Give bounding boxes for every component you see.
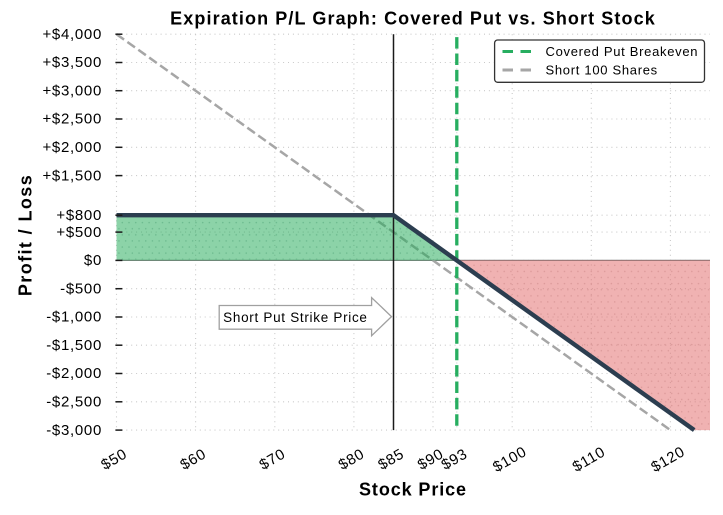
svg-text:+$2,000: +$2,000 <box>42 139 102 156</box>
svg-text:Covered Put Breakeven: Covered Put Breakeven <box>546 44 699 59</box>
svg-text:-$1,500: -$1,500 <box>46 337 102 354</box>
svg-text:-$1,000: -$1,000 <box>46 309 102 326</box>
svg-text:Short Put Strike Price: Short Put Strike Price <box>223 310 367 325</box>
svg-text:-$3,000: -$3,000 <box>46 422 102 439</box>
svg-text:$0: $0 <box>84 252 102 269</box>
svg-text:Stock Price: Stock Price <box>359 480 467 500</box>
svg-text:+$2,500: +$2,500 <box>42 111 102 128</box>
svg-text:Profit / Loss: Profit / Loss <box>16 174 36 296</box>
svg-text:-$500: -$500 <box>60 280 102 297</box>
svg-text:+$1,500: +$1,500 <box>42 167 102 184</box>
svg-text:+$500: +$500 <box>56 224 102 241</box>
svg-text:-$2,500: -$2,500 <box>46 394 102 411</box>
svg-text:+$3,000: +$3,000 <box>42 82 102 99</box>
svg-text:Short 100 Shares: Short 100 Shares <box>546 63 658 78</box>
svg-text:+$3,500: +$3,500 <box>42 54 102 71</box>
svg-text:Expiration P/L Graph: Covered: Expiration P/L Graph: Covered Put vs. Sh… <box>170 9 656 29</box>
svg-text:+$4,000: +$4,000 <box>42 26 102 43</box>
svg-text:+$800: +$800 <box>56 207 102 224</box>
svg-text:-$2,000: -$2,000 <box>46 365 102 382</box>
